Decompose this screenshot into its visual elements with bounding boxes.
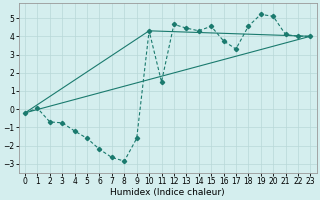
- X-axis label: Humidex (Indice chaleur): Humidex (Indice chaleur): [110, 188, 225, 197]
